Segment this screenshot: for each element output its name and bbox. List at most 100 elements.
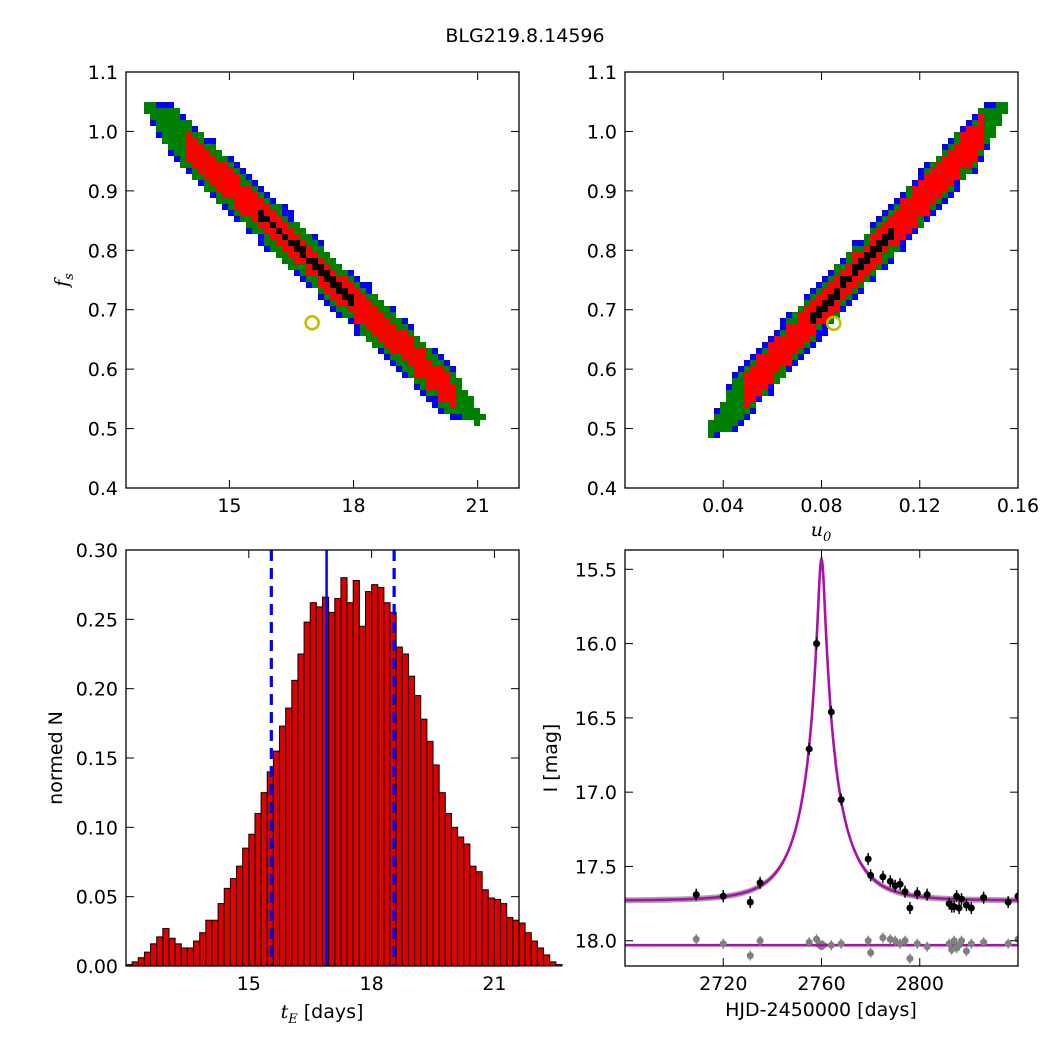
tE-fs-cell-core: [312, 264, 318, 270]
tE-fs-cell-sigma1: [306, 264, 312, 270]
u0-fs-cell-sigma1: [972, 156, 978, 162]
data-point: [837, 796, 845, 804]
u0-fs-cell-sigma1: [828, 312, 834, 318]
u0-fs-cell-sigma2: [786, 318, 792, 324]
tE-fs-cell-sigma1: [246, 186, 252, 192]
light-curve-ytick-label: 15.5: [575, 559, 617, 581]
best-fit-marker-fs-vs-u0: [825, 315, 842, 332]
u0-fs-cell-sigma1: [972, 150, 978, 156]
u0-fs-cell-sigma2: [882, 216, 888, 222]
tE-fs-cell-sigma2: [372, 300, 378, 306]
tE-fs-cell-sigma2: [264, 198, 270, 204]
tE-fs-cell-sigma1: [246, 204, 252, 210]
u0-fs-cell-sigma2: [906, 186, 912, 192]
u0-fs-cell-sigma3: [732, 426, 738, 432]
tE-fs-cell-sigma2: [426, 354, 432, 360]
data-point: [980, 894, 988, 902]
u0-fs-ytick-label: 0.4: [587, 478, 617, 500]
u0-fs-cell-sigma1: [912, 210, 918, 216]
histogram-bar: [358, 625, 366, 967]
tE-fs-cell-sigma3: [456, 414, 462, 420]
tE-fs-cell-sigma1: [390, 348, 396, 354]
tE-fs-cell-sigma1: [234, 180, 240, 186]
tE-fs-cell-sigma2: [426, 390, 432, 396]
residual-point: [827, 941, 835, 949]
histogram-bar: [524, 932, 532, 967]
u0-fs-cell-sigma3: [948, 138, 954, 144]
u0-fs-cell-sigma1: [876, 252, 882, 258]
u0-fs-cell-sigma1: [864, 246, 870, 252]
residual-point: [906, 955, 914, 963]
u0-fs-cell-sigma1: [942, 180, 948, 186]
tE-fs-cell-sigma2: [240, 180, 246, 186]
tE-fs-cell-sigma1: [228, 180, 234, 186]
tE-fs-cell-sigma1: [360, 318, 366, 324]
tE-fs-cell-sigma3: [444, 360, 450, 366]
u0-fs-cell-sigma1: [792, 342, 798, 348]
residual-point: [692, 935, 700, 943]
u0-fs-cell-sigma2: [888, 246, 894, 252]
u0-fs-cell-sigma1: [822, 294, 828, 300]
tE-fs-cell-sigma2: [240, 174, 246, 180]
u0-fs-cell-sigma2: [984, 108, 990, 114]
u0-fs-cell-sigma2: [732, 414, 738, 420]
u0-fs-cell-sigma3: [714, 408, 720, 414]
u0-fs-cell-sigma1: [906, 222, 912, 228]
tE-fs-cell-sigma2: [162, 138, 168, 144]
histogram-bar: [377, 586, 385, 967]
tE-fs-cell-core: [258, 210, 264, 216]
u0-fs-cell-sigma3: [942, 198, 948, 204]
tE-fs-cell-sigma2: [432, 390, 438, 396]
tE-fs-cell-sigma2: [246, 180, 252, 186]
u0-fs-cell-sigma1: [804, 324, 810, 330]
tE-fs-cell-sigma1: [246, 192, 252, 198]
u0-fs-cell-sigma1: [888, 222, 894, 228]
u0-fs-cell-sigma2: [792, 318, 798, 324]
tE-fs-cell-sigma2: [144, 102, 150, 108]
tE-fs-cell-sigma1: [354, 300, 360, 306]
tE-fs-cell-sigma1: [282, 246, 288, 252]
u0-fs-cell-sigma1: [936, 192, 942, 198]
u0-fs-cell-sigma1: [798, 318, 804, 324]
u0-fs-cell-sigma1: [918, 204, 924, 210]
tE-fs-cell-sigma2: [396, 324, 402, 330]
histogram-bar: [500, 903, 508, 967]
u0-fs-ytick-label: 0.9: [587, 181, 617, 203]
tE-fs-cell-sigma2: [264, 234, 270, 240]
histogram-bar: [530, 940, 538, 967]
tE-fs-cell-sigma2: [150, 108, 156, 114]
u0-fs-cell-sigma1: [870, 264, 876, 270]
tE-fs-cell-sigma3: [258, 234, 264, 240]
u0-fs-cell-sigma1: [942, 168, 948, 174]
tE-fs-cell-sigma3: [300, 276, 306, 282]
tE-fs-cell-sigma2: [372, 294, 378, 300]
tE-fs-cell-sigma1: [216, 162, 222, 168]
tE-fs-cell-sigma2: [396, 354, 402, 360]
u0-fs-cell-sigma2: [984, 120, 990, 126]
tE-fs-cell-sigma1: [432, 378, 438, 384]
tE-fs-cell-sigma1: [300, 258, 306, 264]
tE-fs-cell-sigma3: [246, 228, 252, 234]
tE-fs-ytick-label: 0.5: [88, 419, 118, 441]
u0-fs-cell-sigma1: [810, 324, 816, 330]
u0-fs-cell-sigma1: [750, 390, 756, 396]
u0-fs-cell-sigma2: [732, 378, 738, 384]
u0-fs-cell-sigma2: [1002, 102, 1008, 108]
u0-fs-cell-sigma1: [942, 174, 948, 180]
tE-fs-cell-sigma2: [192, 132, 198, 138]
u0-fs-cell-sigma1: [810, 300, 816, 306]
tE-fs-cell-sigma2: [168, 114, 174, 120]
u0-fs-cell-sigma2: [732, 402, 738, 408]
u0-fs-cell-sigma1: [774, 366, 780, 372]
tE-fs-cell-sigma2: [222, 156, 228, 162]
u0-fs-cell-sigma1: [798, 330, 804, 336]
tE-fs-cell-sigma3: [366, 288, 372, 294]
tE-fs-cell-sigma1: [300, 240, 306, 246]
u0-fs-cell-sigma2: [996, 102, 1002, 108]
u0-fs-cell-sigma3: [816, 282, 822, 288]
u0-fs-cell-core: [840, 276, 846, 282]
u0-fs-cell-sigma2: [816, 324, 822, 330]
tE-fs-cell-sigma3: [450, 366, 456, 372]
tE-fs-cell-sigma3: [390, 360, 396, 366]
u0-fs-cell-sigma3: [810, 288, 816, 294]
